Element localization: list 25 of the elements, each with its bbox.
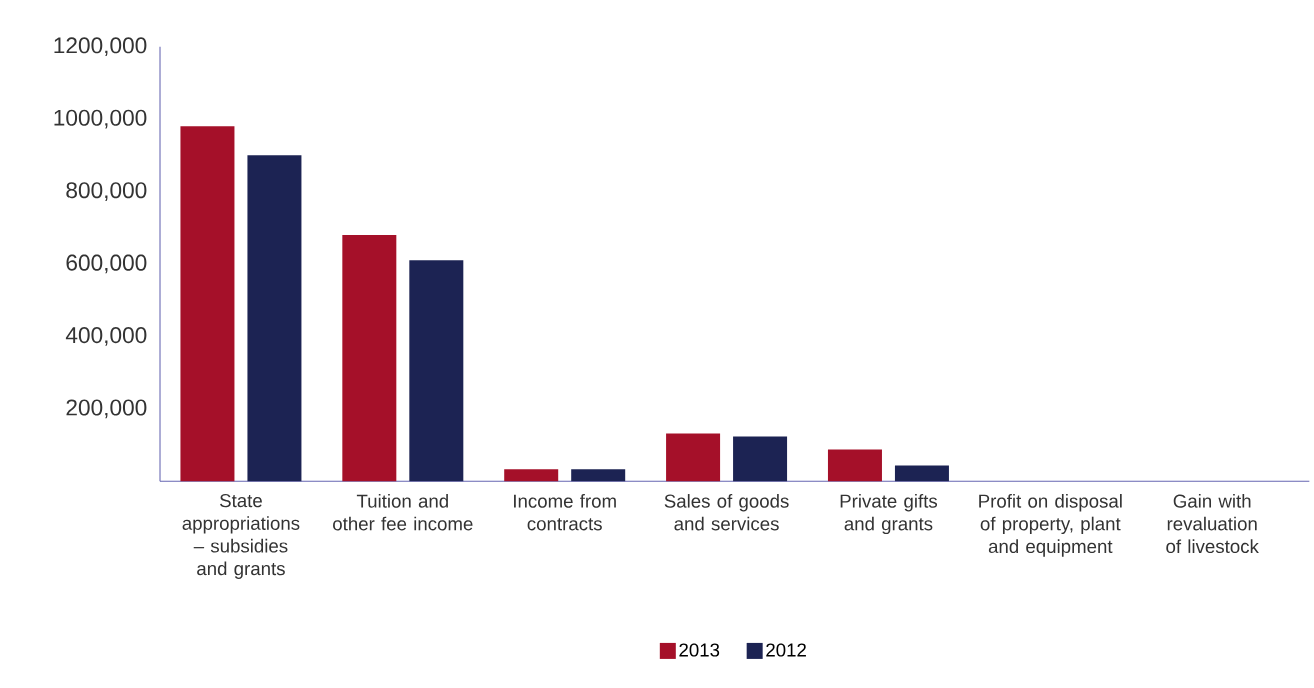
bar — [571, 469, 626, 482]
bar — [247, 155, 302, 482]
legend-label: 2013 — [679, 643, 720, 657]
y-tick-label: 1000,000 — [54, 109, 147, 129]
bar — [504, 469, 559, 482]
x-tick-label: Sales of goods and services — [664, 494, 789, 531]
y-tick-label: 400,000 — [65, 327, 147, 346]
y-tick-label: 1200,000 — [54, 37, 147, 57]
bar — [666, 433, 721, 482]
bar — [827, 449, 882, 482]
bar — [733, 436, 788, 482]
x-tick-label: Income from contracts — [514, 494, 616, 531]
bar — [180, 126, 235, 482]
y-tick-label: 600,000 — [66, 254, 147, 274]
y-tick-label: 800,000 — [66, 182, 147, 201]
bar — [342, 235, 397, 482]
x-tick-label: Profit on disposal of property, plant and equipment — [979, 494, 1122, 557]
bar — [409, 260, 464, 482]
bar — [894, 465, 949, 482]
legend-label: 2012 — [766, 643, 806, 657]
x-tick-label: Tuition and other fee income — [333, 494, 473, 531]
y-tick-label: 200,000 — [66, 399, 147, 419]
x-tick-label: State appropriations – subsidies and grants — [182, 494, 300, 579]
x-tick-label: Private gifts and grants — [840, 494, 938, 535]
x-tick-label: Gain with revaluation of livestock — [1166, 494, 1259, 554]
